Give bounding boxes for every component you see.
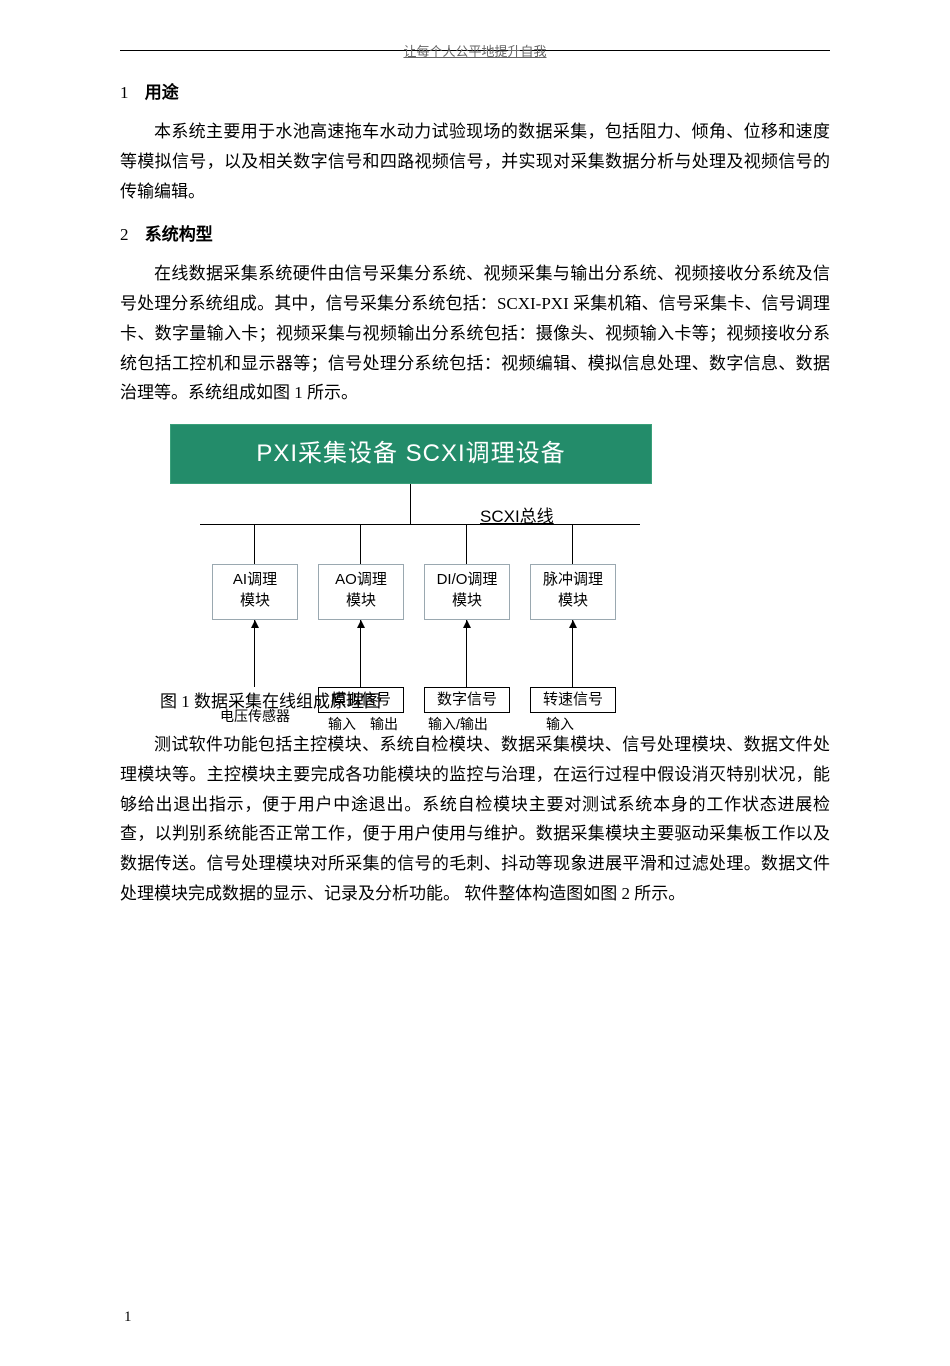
module-ao: AO调理 模块 bbox=[318, 564, 404, 620]
section-1-title: 用途 bbox=[145, 83, 179, 102]
module-pulse-l1: 脉冲调理 bbox=[543, 571, 603, 588]
module-ai: AI调理 模块 bbox=[212, 564, 298, 620]
module-dio: DI/O调理 模块 bbox=[424, 564, 510, 620]
bus-conn-3 bbox=[466, 524, 467, 564]
overlap-io-3: 输入 bbox=[546, 714, 574, 734]
signal-speed: 转速信号 bbox=[530, 687, 616, 713]
module-ai-l2: 模块 bbox=[240, 592, 270, 609]
module-ai-l1: AI调理 bbox=[233, 571, 277, 588]
top-to-bus-conn bbox=[410, 484, 411, 524]
section-2-title: 系统构型 bbox=[145, 225, 213, 244]
section-2-heading: 2 系统构型 bbox=[120, 220, 830, 245]
figure-1-diagram: PXI采集设备 SCXI调理设备 SCXI总线 AI调理 模块 AO调理 模块 … bbox=[160, 424, 660, 734]
arrow-2 bbox=[360, 620, 361, 687]
overlap-io-1b: 输出 bbox=[370, 714, 398, 734]
module-dio-l1: DI/O调理 bbox=[437, 571, 498, 588]
module-pulse-l2: 模块 bbox=[558, 592, 588, 609]
bus-conn-4 bbox=[572, 524, 573, 564]
section-1-num: 1 bbox=[120, 83, 129, 102]
arrow-1 bbox=[254, 620, 255, 687]
module-ao-l2: 模块 bbox=[346, 592, 376, 609]
section-1-heading: 1 用途 bbox=[120, 78, 830, 103]
arrow-3 bbox=[466, 620, 467, 687]
header-motto: 让每个人公平地提升自我 bbox=[120, 41, 830, 60]
signal-digital: 数字信号 bbox=[424, 687, 510, 713]
paragraph-2: 在线数据采集系统硬件由信号采集分系统、视频采集与输出分系统、视频接收分系统及信号… bbox=[120, 259, 830, 408]
paragraph-1: 本系统主要用于水池高速拖车水动力试验现场的数据采集，包括阻力、倾角、位移和速度等… bbox=[120, 117, 830, 206]
module-ao-l1: AO调理 bbox=[335, 571, 387, 588]
diagram-top-box: PXI采集设备 SCXI调理设备 bbox=[170, 424, 652, 484]
paragraph-3: 测试软件功能包括主控模块、系统自检模块、数据采集模块、信号处理模块、数据文件处理… bbox=[120, 730, 830, 909]
module-dio-l2: 模块 bbox=[452, 592, 482, 609]
document-page: 让每个人公平地提升自我 1 用途 本系统主要用于水池高速拖车水动力试验现场的数据… bbox=[0, 0, 950, 1366]
arrow-4 bbox=[572, 620, 573, 687]
bus-conn-1 bbox=[254, 524, 255, 564]
module-pulse: 脉冲调理 模块 bbox=[530, 564, 616, 620]
bus-conn-2 bbox=[360, 524, 361, 564]
diagram-bus-line bbox=[200, 524, 640, 525]
overlap-sensor: 电压传感器 bbox=[220, 706, 290, 726]
overlap-io-1a: 输入 bbox=[328, 714, 356, 734]
overlap-io-2: 输入/输出 bbox=[428, 714, 488, 734]
page-number: 1 bbox=[124, 1309, 830, 1326]
section-2-num: 2 bbox=[120, 225, 129, 244]
